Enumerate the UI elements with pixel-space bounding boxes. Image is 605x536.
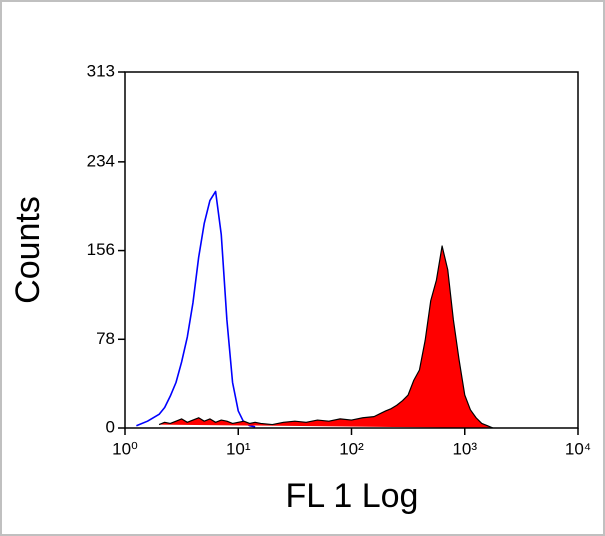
x-axis-label: FL 1 Log xyxy=(286,477,419,515)
y-tick-label: 78 xyxy=(96,329,115,348)
x-tick-label: 10³ xyxy=(452,439,477,458)
y-tick-label: 0 xyxy=(106,417,115,436)
y-tick-label: 313 xyxy=(87,61,115,80)
y-tick-label: 156 xyxy=(87,240,115,259)
histogram-line xyxy=(136,190,256,428)
y-axis-label: Counts xyxy=(9,196,47,304)
x-tick-label: 10⁴ xyxy=(565,439,591,458)
y-tick-label: 234 xyxy=(87,151,115,170)
histogram-area xyxy=(158,245,494,429)
x-tick-label: 10¹ xyxy=(226,439,251,458)
x-tick-label: 10⁰ xyxy=(112,439,138,458)
x-tick-label: 10² xyxy=(339,439,364,458)
